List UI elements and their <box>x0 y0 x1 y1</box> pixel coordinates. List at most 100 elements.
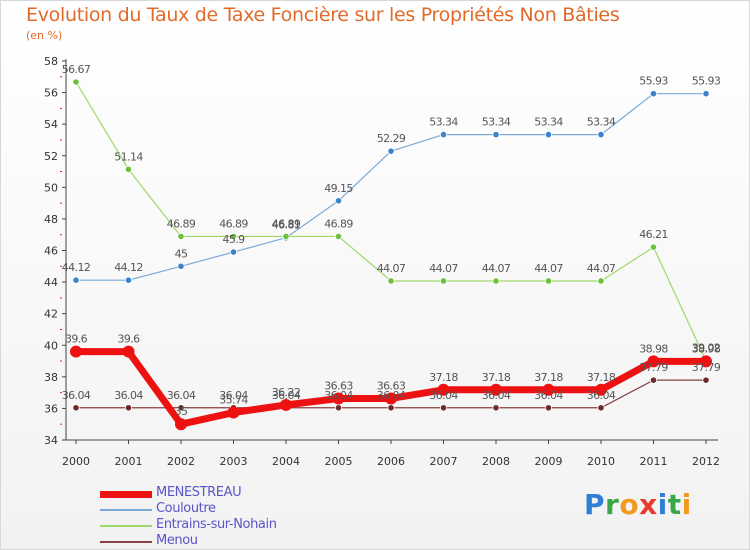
data-label: 51.14 <box>114 150 143 163</box>
data-point <box>280 398 292 411</box>
data-label: 36.04 <box>272 389 301 402</box>
logo-letter: i <box>657 488 668 521</box>
x-tick-label: 2006 <box>377 455 405 468</box>
data-point <box>544 277 553 285</box>
data-point <box>439 404 448 412</box>
series-entrains-sur-nohain <box>72 78 710 365</box>
data-label: 36.04 <box>114 389 143 402</box>
data-label: 46.89 <box>219 217 248 230</box>
data-point <box>385 392 397 405</box>
data-point <box>334 197 343 205</box>
data-point <box>649 90 658 98</box>
data-label: 37.79 <box>692 361 721 374</box>
data-point <box>597 277 605 285</box>
data-label: 37.18 <box>534 371 563 384</box>
data-label: 39.02 <box>692 342 721 355</box>
data-label: 44.07 <box>429 262 458 275</box>
legend-item-menestreau: MENESTREAU <box>100 485 360 502</box>
data-point <box>124 276 133 284</box>
logo-letter: o <box>619 488 640 521</box>
y-tick-label: 36 <box>44 402 58 415</box>
y-tick-label: 58 <box>44 55 58 68</box>
legend-label: Menou <box>156 533 198 548</box>
y-tick-label: 54 <box>44 118 58 131</box>
data-label: 36.04 <box>219 389 248 402</box>
data-point <box>124 165 133 173</box>
data-point <box>492 404 500 412</box>
data-label: 56.67 <box>62 63 91 76</box>
data-label: 37.79 <box>639 361 668 374</box>
data-label: 44.12 <box>62 261 91 274</box>
x-tick-label: 2011 <box>640 455 668 468</box>
x-tick-label: 2004 <box>272 455 300 468</box>
data-label: 46.89 <box>324 217 353 230</box>
y-tick-label: 40 <box>44 339 58 352</box>
data-point <box>439 130 448 139</box>
unit-label: (en %) <box>26 29 63 42</box>
data-point <box>229 248 238 256</box>
data-label: 45 <box>175 247 188 260</box>
logo-letter: i <box>681 488 692 521</box>
x-tick-label: 2012 <box>692 455 720 468</box>
axes: 34 36 38 40 42 44 46 48 50 52 54 56 58 2000 2001 2002 20… <box>44 55 720 468</box>
legend-item-entrains-sur-nohain: Entrains-sur-Nohain <box>100 517 360 534</box>
data-label: 36.22 <box>272 386 301 399</box>
data-label: 36.04 <box>429 389 458 402</box>
x-tick-label: 2009 <box>535 455 563 468</box>
y-tick-label: 46 <box>44 245 58 258</box>
data-point <box>702 376 710 384</box>
data-label: 46.89 <box>272 217 301 230</box>
data-label: 44.07 <box>587 262 616 275</box>
data-label: 37.18 <box>429 371 458 384</box>
logo-letter: P <box>584 488 606 521</box>
data-label: 36.04 <box>587 389 616 402</box>
data-point <box>122 345 135 358</box>
data-point <box>177 232 185 241</box>
data-point <box>544 404 553 412</box>
data-label: 46.89 <box>167 217 196 230</box>
legend-swatch <box>100 525 152 527</box>
data-label: 55.93 <box>639 75 668 88</box>
legend-swatch <box>100 490 152 498</box>
x-tick-label: 2000 <box>62 455 90 468</box>
y-tick-label: 48 <box>44 213 58 226</box>
x-tick-label: 2003 <box>220 455 248 468</box>
data-label: 55.93 <box>692 75 721 88</box>
data-label: 44.07 <box>377 262 406 275</box>
series-layer <box>70 78 712 431</box>
data-labels: 44.12 44.12 45 45.9 46.81 49.15 52.29 53.34 53.3… <box>62 63 722 418</box>
data-point <box>649 376 658 384</box>
data-point <box>227 406 240 419</box>
x-tick-label: 2007 <box>430 455 458 468</box>
x-tick-label: 2010 <box>587 455 615 468</box>
data-point <box>492 277 500 285</box>
data-point <box>175 418 187 431</box>
data-label: 36.04 <box>377 389 406 402</box>
data-label: 37.18 <box>587 371 616 384</box>
y-tick-label: 34 <box>44 434 58 447</box>
data-label: 35 <box>175 405 188 418</box>
legend-swatch <box>100 509 152 511</box>
data-point <box>72 78 80 86</box>
y-tick-label: 38 <box>44 371 58 384</box>
y-tick-label: 42 <box>44 308 58 321</box>
data-label: 53.34 <box>429 116 458 129</box>
data-label: 44.07 <box>482 262 511 275</box>
data-point <box>334 404 343 412</box>
data-point <box>597 404 605 412</box>
legend: MENESTREAU Couloutre Entrains-sur-Nohain… <box>100 485 360 550</box>
data-label: 37.18 <box>482 371 511 384</box>
data-point <box>595 383 607 396</box>
data-point <box>334 232 343 241</box>
data-label: 53.34 <box>482 116 511 129</box>
logo-letter: x <box>639 488 658 521</box>
y-tick-label: 52 <box>44 150 58 163</box>
data-point <box>597 130 605 139</box>
x-tick-label: 2002 <box>167 455 195 468</box>
proxiti-logo: Proxiti <box>584 488 692 521</box>
data-label: 53.34 <box>587 116 616 129</box>
data-point <box>439 277 448 285</box>
series-menestreau <box>70 345 712 431</box>
